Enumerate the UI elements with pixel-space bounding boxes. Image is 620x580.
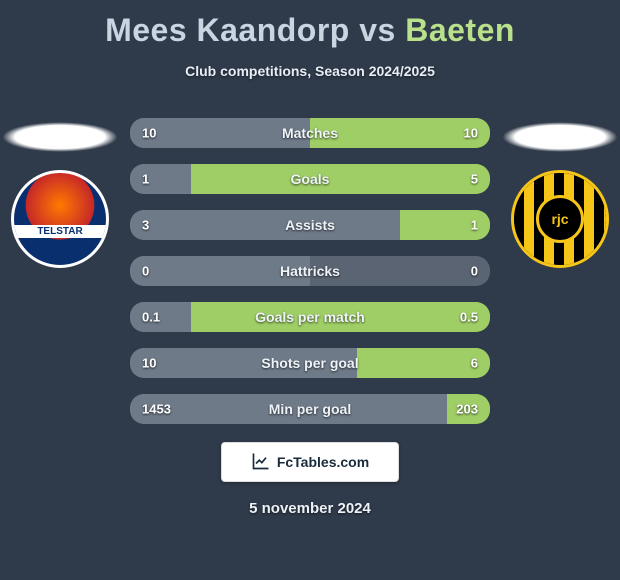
- shadow-ellipse-right: [502, 122, 618, 152]
- stat-label: Min per goal: [130, 401, 490, 417]
- stat-row: 31Assists: [130, 210, 490, 240]
- stats-table: 1010Matches 15Goals 31Assists 00Hattricks 0.…: [130, 118, 490, 440]
- roda-crest-icon: rjc: [511, 170, 609, 268]
- report-date: 5 november 2024: [0, 500, 620, 517]
- fctables-badge[interactable]: FcTables.com: [221, 442, 399, 482]
- shadow-ellipse-left: [2, 122, 118, 152]
- team-left-block: [0, 122, 120, 292]
- team-right-block: rjc: [500, 122, 620, 292]
- stat-label: Hattricks: [130, 263, 490, 279]
- badge-text: FcTables.com: [277, 454, 369, 470]
- stat-row: 15Goals: [130, 164, 490, 194]
- stat-row: 1010Matches: [130, 118, 490, 148]
- player1-name: Mees Kaandorp: [105, 12, 350, 48]
- stat-label: Matches: [130, 125, 490, 141]
- stat-row: 1453203Min per goal: [130, 394, 490, 424]
- stat-label: Shots per goal: [130, 355, 490, 371]
- chart-icon: [251, 451, 271, 474]
- roda-inner-label: rjc: [536, 195, 584, 243]
- stat-row: 106Shots per goal: [130, 348, 490, 378]
- stat-label: Goals: [130, 171, 490, 187]
- vs-text: vs: [359, 12, 396, 48]
- telstar-crest-icon: [11, 170, 109, 268]
- comparison-title: Mees Kaandorp vs Baeten: [0, 0, 620, 49]
- stat-row: 00Hattricks: [130, 256, 490, 286]
- stat-label: Goals per match: [130, 309, 490, 325]
- stat-row: 0.10.5Goals per match: [130, 302, 490, 332]
- player2-name: Baeten: [405, 12, 515, 48]
- subtitle: Club competitions, Season 2024/2025: [0, 63, 620, 79]
- stat-label: Assists: [130, 217, 490, 233]
